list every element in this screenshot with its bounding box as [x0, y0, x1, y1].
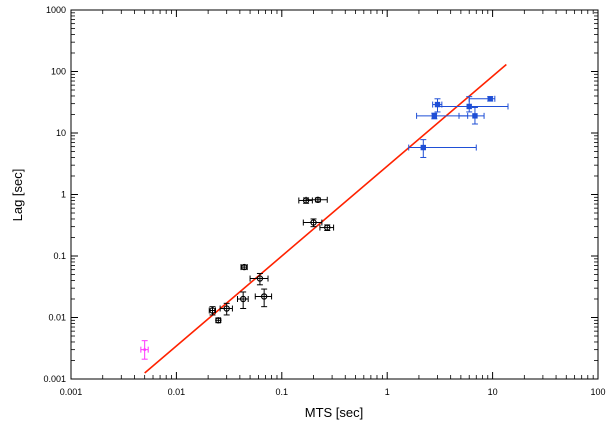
x-tick-label: 10	[488, 387, 498, 397]
data-point	[208, 306, 217, 316]
y-tick-label: 0.001	[43, 374, 66, 384]
point-marker	[324, 224, 331, 231]
fit-line	[144, 63, 507, 374]
data-point	[458, 106, 485, 125]
point-marker	[310, 219, 317, 226]
fit-line-group	[144, 63, 507, 374]
data-point	[249, 272, 269, 286]
x-tick-labels: 0.001 0.01 0.1 1 10 100	[60, 387, 606, 397]
data-point	[254, 288, 273, 308]
x-tick-label: 0.1	[276, 387, 289, 397]
data-points	[140, 95, 509, 360]
data-point	[468, 95, 496, 102]
data-point	[436, 96, 509, 113]
data-point	[215, 317, 222, 324]
data-point	[408, 139, 477, 158]
y-tick-label: 100	[51, 67, 66, 77]
point-marker	[472, 113, 478, 119]
x-tick-label: 1	[385, 387, 390, 397]
data-point	[302, 218, 323, 228]
y-tick-label: 10	[56, 128, 66, 138]
x-tick-label: 0.001	[60, 387, 83, 397]
y-tick-label: 0.1	[53, 251, 66, 261]
point-marker	[431, 113, 438, 119]
data-point	[298, 197, 313, 204]
data-point	[237, 291, 249, 310]
point-marker	[223, 305, 230, 312]
y-axis-title: Lag [sec]	[10, 169, 25, 222]
point-marker	[256, 275, 264, 282]
point-marker	[239, 295, 247, 303]
axis-ticks	[70, 9, 599, 380]
point-marker	[420, 144, 426, 151]
y-tick-label: 1	[61, 190, 66, 200]
point-marker	[466, 103, 472, 110]
point-marker	[215, 317, 222, 324]
data-point	[240, 263, 248, 271]
x-axis-title: MTS [sec]	[305, 405, 364, 420]
point-marker	[143, 348, 146, 351]
point-marker	[260, 293, 268, 300]
data-point	[219, 302, 233, 316]
x-tick-label: 100	[590, 387, 605, 397]
point-marker	[487, 96, 493, 102]
point-marker	[209, 307, 216, 314]
y-tick-label: 0.01	[48, 313, 66, 323]
plot-area-frame	[70, 9, 599, 380]
data-point	[319, 224, 335, 231]
point-marker	[314, 196, 322, 204]
y-tick-label: 1000	[46, 5, 66, 15]
data-point	[305, 196, 328, 204]
data-point	[140, 340, 149, 360]
y-tick-labels: 0.001 0.01 0.1 1 10 100 1000	[43, 5, 66, 384]
x-tick-label: 0.01	[168, 387, 186, 397]
point-marker	[241, 263, 248, 271]
